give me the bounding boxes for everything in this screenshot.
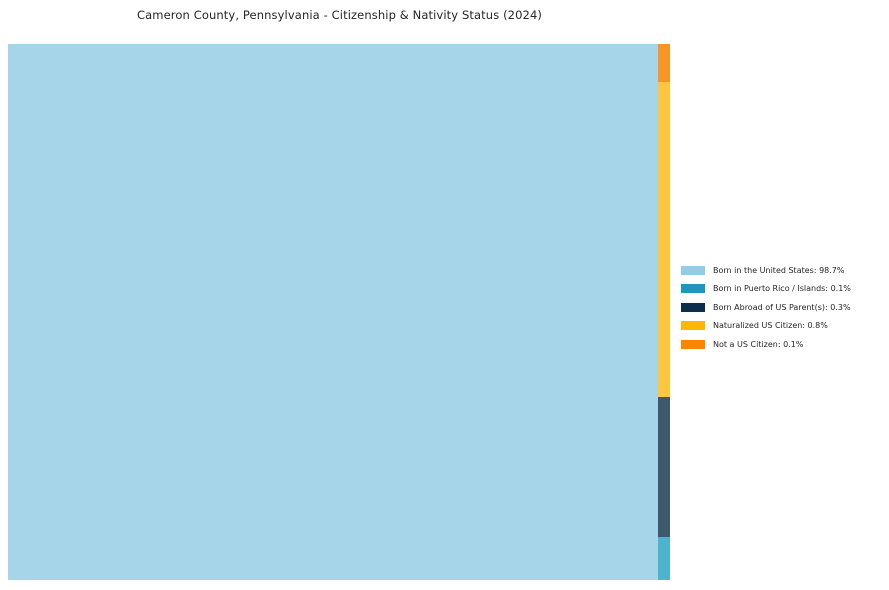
legend-label-not-a-us-citizen: Not a US Citizen: 0.1%	[713, 339, 804, 349]
legend-swatch-born-in-us	[681, 266, 705, 275]
legend-swatch-born-in-puerto-rico	[681, 284, 705, 294]
treemap-tile-born-in-puerto-rico[interactable]	[658, 537, 670, 580]
legend-item-born-in-puerto-rico[interactable]: Born in Puerto Rico / Islands: 0.1%	[675, 280, 889, 298]
treemap-tile-not-a-us-citizen[interactable]	[658, 44, 670, 82]
legend-item-born-abroad-us-parents[interactable]: Born Abroad of US Parent(s): 0.3%	[675, 299, 889, 317]
legend-label-born-in-puerto-rico: Born in Puerto Rico / Islands: 0.1%	[713, 284, 851, 294]
legend-label-naturalized-us-citizen: Naturalized US Citizen: 0.8%	[713, 321, 828, 331]
treemap-plot-area	[8, 44, 670, 580]
legend-label-born-abroad-us-parents: Born Abroad of US Parent(s): 0.3%	[713, 302, 851, 312]
legend-label-born-in-us: Born in the United States: 98.7%	[713, 266, 845, 275]
legend-swatch-born-abroad-us-parents	[681, 302, 705, 312]
legend-item-not-a-us-citizen[interactable]: Not a US Citizen: 0.1%	[675, 336, 889, 354]
chart-legend: Born in the United States: 98.7% Born in…	[675, 262, 889, 354]
legend-swatch-not-a-us-citizen	[681, 339, 705, 349]
legend-item-naturalized-us-citizen[interactable]: Naturalized US Citizen: 0.8%	[675, 317, 889, 335]
treemap-tile-naturalized-us-citizen[interactable]	[658, 82, 670, 397]
treemap-tile-born-abroad-us-parents[interactable]	[658, 397, 670, 537]
chart-title: Cameron County, Pennsylvania - Citizensh…	[136, 8, 543, 22]
treemap-tile-born-in-us[interactable]	[8, 44, 658, 580]
legend-item-born-in-us[interactable]: Born in the United States: 98.7%	[675, 262, 889, 280]
legend-swatch-naturalized-us-citizen	[681, 321, 705, 331]
